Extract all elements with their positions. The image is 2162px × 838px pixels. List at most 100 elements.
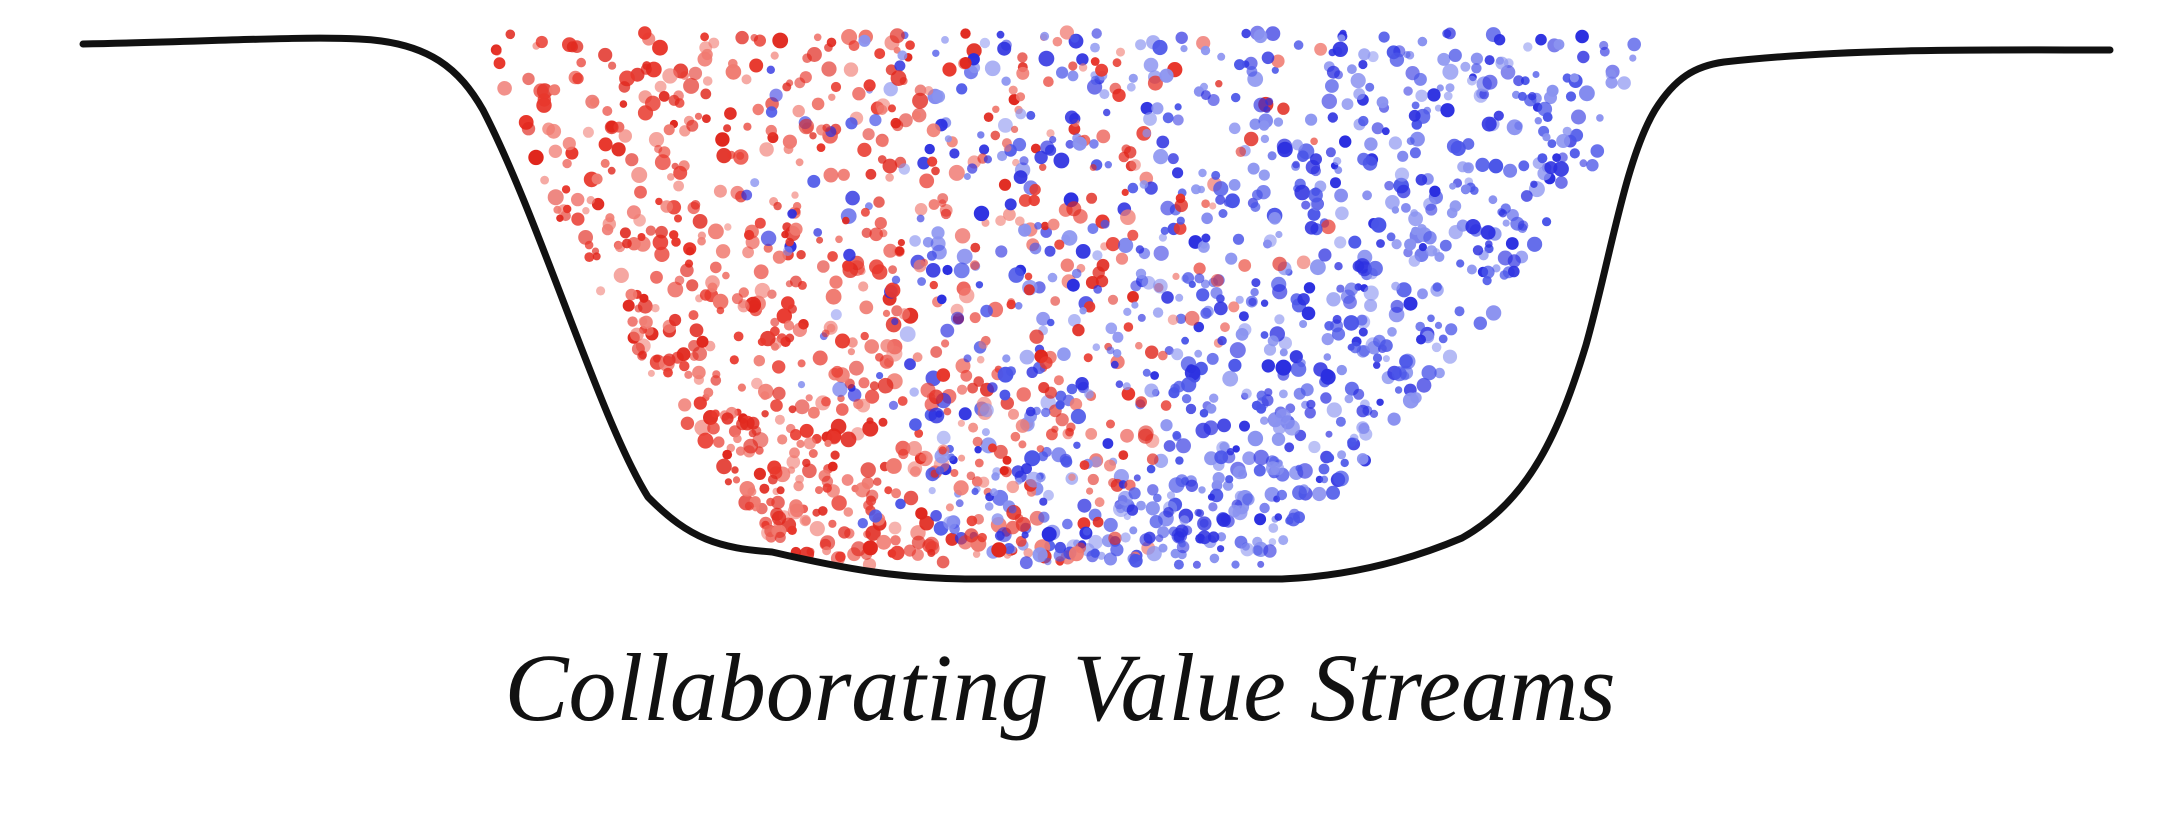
red-dot — [722, 449, 733, 460]
blue-dot — [1385, 195, 1400, 210]
blue-dot — [1462, 138, 1475, 150]
blue-dot — [1617, 76, 1631, 90]
blue-dot — [1143, 112, 1157, 126]
blue-dot — [1479, 89, 1490, 100]
red-dot — [964, 528, 979, 543]
blue-dot — [1569, 73, 1579, 83]
blue-dot — [1260, 416, 1269, 425]
blue-dot — [1333, 470, 1349, 487]
blue-dot — [897, 50, 908, 61]
red-dot — [694, 112, 703, 120]
red-dot — [993, 444, 1008, 459]
blue-dot — [984, 60, 1001, 77]
blue-dot — [869, 114, 882, 127]
red-dot — [1090, 57, 1100, 66]
blue-dot — [1216, 532, 1227, 542]
red-dot — [960, 28, 971, 39]
blue-dot — [998, 118, 1013, 133]
blue-dot — [766, 65, 775, 75]
red-dot — [1174, 198, 1189, 213]
red-dot — [658, 91, 670, 102]
blue-dot — [1144, 383, 1159, 398]
red-dot — [1083, 353, 1093, 363]
blue-dot — [1396, 282, 1412, 298]
red-dot — [1135, 396, 1147, 408]
blue-dot — [1367, 260, 1383, 277]
red-dot — [988, 443, 997, 453]
red-dot — [1120, 428, 1134, 443]
red-dot — [895, 440, 911, 456]
blue-dot — [1442, 63, 1459, 80]
red-dot — [890, 535, 901, 546]
red-dot — [700, 32, 709, 42]
blue-dot — [1197, 516, 1212, 531]
red-dot — [680, 263, 694, 278]
blue-dot — [876, 372, 884, 380]
red-dot — [535, 35, 548, 49]
blue-dot — [1203, 420, 1219, 436]
red-dot — [562, 137, 576, 151]
blue-dot — [1520, 190, 1533, 202]
blue-dot — [1427, 314, 1435, 323]
red-dot — [930, 346, 943, 358]
blue-dot — [1310, 153, 1322, 166]
red-dot — [875, 353, 884, 362]
red-dot — [886, 345, 903, 362]
red-dot — [742, 246, 754, 259]
red-dot — [582, 126, 594, 138]
red-dot — [611, 142, 626, 157]
red-dot — [824, 439, 832, 447]
red-dot — [1121, 387, 1136, 401]
red-dot — [1172, 272, 1180, 280]
blue-dot — [1336, 364, 1348, 376]
blue-dot — [1231, 92, 1241, 103]
blue-dot — [1087, 223, 1099, 235]
blue-dot — [1066, 278, 1080, 292]
blue-dot — [1217, 336, 1227, 346]
blue-dot — [1432, 282, 1442, 292]
red-dot — [884, 486, 893, 495]
blue-dot — [1242, 451, 1256, 466]
red-dot — [625, 153, 639, 167]
blue-dot — [1553, 161, 1569, 177]
blue-dot — [894, 60, 906, 72]
red-dot — [757, 337, 767, 346]
red-dot — [1105, 237, 1121, 252]
red-dot — [796, 439, 805, 448]
blue-dot — [1194, 508, 1202, 517]
red-dot — [631, 167, 648, 183]
red-dot — [633, 214, 646, 227]
blue-dot — [1024, 450, 1041, 467]
blue-dot — [1126, 504, 1139, 516]
blue-dot — [1547, 139, 1557, 149]
red-dot — [708, 37, 720, 49]
blue-dot — [1163, 507, 1174, 518]
red-dot — [874, 217, 887, 230]
red-dot — [960, 369, 973, 382]
blue-dot — [1485, 240, 1493, 248]
red-dot — [824, 43, 833, 52]
red-dot — [851, 541, 867, 557]
blue-dot — [1305, 113, 1318, 126]
blue-dot — [1321, 93, 1338, 110]
red-dot — [813, 33, 822, 42]
blue-dot — [1200, 90, 1211, 101]
red-dot — [596, 286, 606, 296]
red-dot — [1116, 47, 1125, 57]
red-dot — [492, 46, 502, 56]
red-dot — [662, 68, 678, 84]
red-dot — [521, 122, 536, 136]
blue-dot — [909, 418, 922, 431]
blue-dot — [1051, 447, 1067, 463]
red-dot — [1321, 219, 1336, 235]
red-dot — [497, 81, 512, 96]
blue-dot — [1128, 73, 1138, 83]
blue-dot — [1261, 51, 1275, 65]
blue-dot — [1406, 137, 1415, 146]
blue-dot — [1198, 486, 1206, 494]
blue-dot — [797, 381, 806, 389]
red-dot — [680, 71, 689, 80]
red-dot — [1112, 58, 1122, 68]
blue-dot — [1026, 366, 1038, 378]
blue-dot — [1207, 493, 1215, 501]
